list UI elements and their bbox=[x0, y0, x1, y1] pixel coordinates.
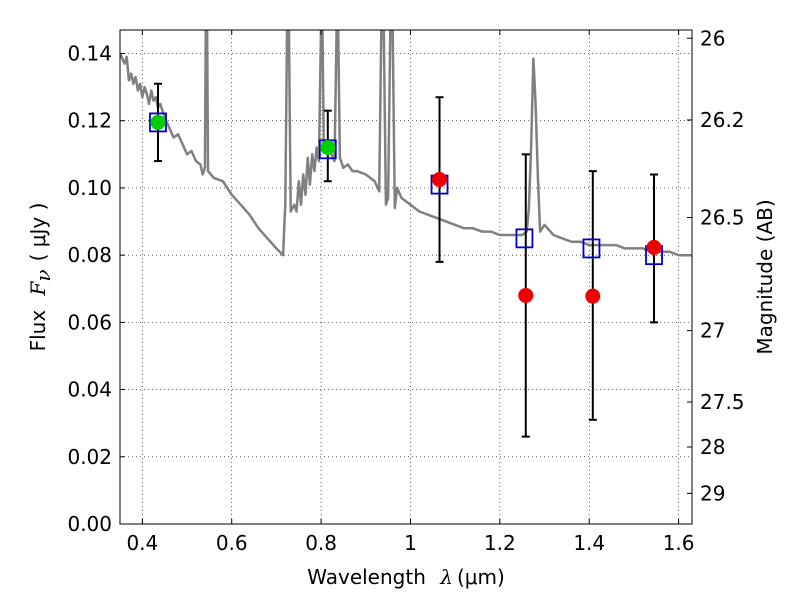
y2-axis: 26 26.2 26.5 27 27.5 28 29 bbox=[687, 26, 745, 505]
x-tick-label: 1 bbox=[404, 531, 417, 555]
x-tick-label: 0.8 bbox=[305, 531, 337, 555]
x-tick-label: 0.4 bbox=[126, 531, 158, 555]
y-axis-title-text: Flux bbox=[26, 310, 50, 352]
y2-tick-label: 26 bbox=[700, 26, 725, 50]
observed-flux-marker bbox=[646, 239, 662, 255]
x-axis-title: Wavelength λ (μm) bbox=[307, 565, 505, 589]
plot-area bbox=[120, 30, 692, 438]
y-axis-title-symbol: F bbox=[26, 280, 50, 296]
y2-axis-title: Magnitude (AB) bbox=[753, 199, 777, 354]
y-tick-label: 0.00 bbox=[67, 512, 112, 536]
model-square-marker bbox=[515, 228, 534, 249]
y-axis-title-subscript: ν bbox=[31, 269, 55, 281]
y2-tick-label: 26.5 bbox=[700, 206, 745, 230]
x-axis: 0.4 0.6 0.8 1 1.2 1.4 1.6 bbox=[126, 30, 695, 555]
y-axis-title: Flux Fν ( μJy ) bbox=[26, 203, 55, 352]
model-square-marker bbox=[582, 238, 601, 259]
y-tick-label: 0.06 bbox=[67, 310, 112, 334]
y-tick-label: 0.02 bbox=[67, 445, 112, 469]
observed-flux-marker bbox=[518, 287, 534, 303]
observed-flux-marker bbox=[585, 288, 601, 304]
y2-tick-label: 26.2 bbox=[700, 108, 745, 132]
y2-tick-label: 27.5 bbox=[700, 390, 745, 414]
y2-tick-label: 27 bbox=[700, 319, 725, 343]
observed-flux-marker bbox=[432, 172, 448, 188]
observed-flux-marker bbox=[150, 114, 166, 130]
y-tick-label: 0.14 bbox=[67, 42, 112, 66]
y-tick-label: 0.10 bbox=[67, 176, 112, 200]
y-tick-label: 0.04 bbox=[67, 378, 112, 402]
grid bbox=[120, 30, 692, 524]
plot-frame bbox=[119, 29, 693, 525]
x-axis-title-symbol: λ bbox=[439, 565, 453, 589]
x-tick-label: 0.6 bbox=[216, 531, 248, 555]
x-tick-label: 1.4 bbox=[573, 531, 605, 555]
x-axis-title-unit: (μm) bbox=[457, 565, 505, 589]
y2-tick-label: 28 bbox=[700, 435, 725, 459]
y-axis: 0.00 0.02 0.04 0.06 0.08 0.10 0.12 0.14 bbox=[67, 42, 125, 536]
x-axis-title-text: Wavelength bbox=[307, 565, 426, 589]
observed-flux-marker bbox=[320, 140, 336, 156]
x-tick-label: 1.6 bbox=[663, 531, 695, 555]
x-tick-label: 1.2 bbox=[484, 531, 516, 555]
data-markers bbox=[149, 112, 663, 304]
y2-tick-label: 29 bbox=[700, 481, 725, 505]
y-tick-label: 0.08 bbox=[67, 243, 112, 267]
y-tick-label: 0.12 bbox=[67, 109, 112, 133]
y-axis-title-unit: ( μJy ) bbox=[26, 203, 50, 262]
model-square-marker bbox=[149, 112, 167, 133]
